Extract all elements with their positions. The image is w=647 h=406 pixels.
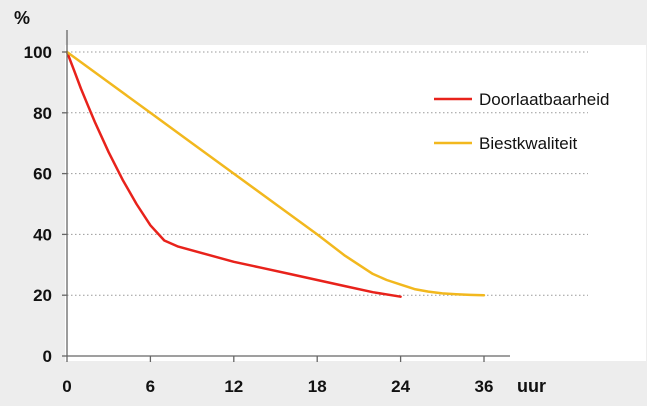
x-tick-label-24: 24	[391, 377, 410, 396]
axes	[62, 30, 510, 362]
x-tick-labels: 0 6 12 18 24 36	[62, 377, 493, 396]
series-line-2	[65, 50, 486, 297]
x-axis-label: uur	[517, 376, 546, 396]
plot-area	[65, 45, 646, 361]
x-tick-label-0: 0	[62, 377, 71, 396]
x-tick-label-18: 18	[308, 377, 327, 396]
grid-lines	[67, 51, 588, 296]
x-tick-label-36: 36	[475, 377, 494, 396]
legend-label-1: Doorlaatbaarheid	[479, 90, 609, 109]
y-tick-labels: 0 20 40 60 80 100	[24, 43, 52, 366]
y-axis-label: %	[14, 8, 30, 28]
x-tick-label-6: 6	[146, 377, 155, 396]
y-tick-label-80: 80	[33, 104, 52, 123]
series-line-1	[65, 50, 402, 298]
y-tick-label-40: 40	[33, 225, 52, 244]
y-tick-label-100: 100	[24, 43, 52, 62]
y-tick-label-0: 0	[43, 347, 52, 366]
x-tick-label-12: 12	[224, 377, 243, 396]
series-layer	[65, 50, 486, 298]
legend-label-2: Biestkwaliteit	[479, 134, 578, 153]
legend: Doorlaatbaarheid Biestkwaliteit	[434, 90, 609, 153]
y-tick-label-60: 60	[33, 165, 52, 184]
y-tick-label-20: 20	[33, 286, 52, 305]
